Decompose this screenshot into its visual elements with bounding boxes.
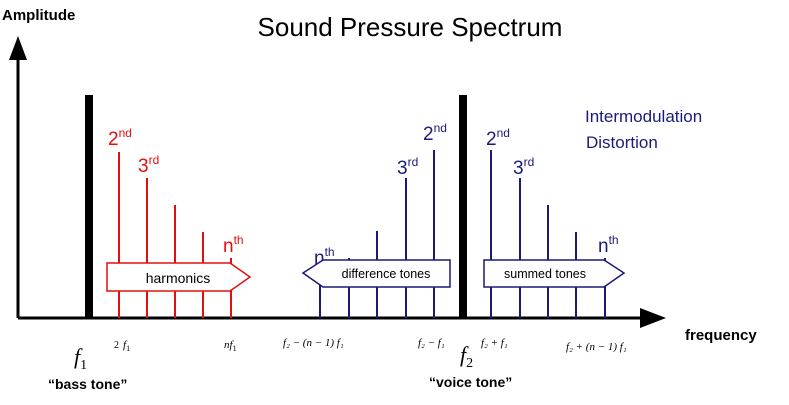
summed-tones-group: 2nd 3rd nth summed tones (483, 126, 626, 318)
difference-order-2: 2nd (423, 121, 447, 145)
difference-tones-group: nth 3rd 2nd difference tones (301, 121, 451, 318)
summed-order-2: 2nd (486, 126, 510, 150)
summed-order-3: 3rd (513, 155, 534, 179)
summed-tones-label: summed tones (504, 267, 586, 281)
f1-caption: “bass tone” (48, 376, 127, 392)
freq-label-2f1: 2 f1 (114, 339, 130, 353)
f2-caption: “voice tone” (429, 374, 512, 390)
harmonic-order-3: 3rd (138, 153, 159, 177)
x-axis-label: frequency (685, 327, 757, 344)
difference-tones-arrow-box (301, 259, 451, 288)
fundamental-f1-bar (85, 95, 93, 319)
intermod-label-line2: Distortion (586, 133, 658, 152)
freq-label-f2-plus-f1: f₂ + f₁ (481, 337, 508, 349)
harmonic-order-n: nth (223, 233, 244, 257)
summed-order-n: nth (598, 233, 619, 257)
harmonics-group: 2nd 3rd nth harmonics (106, 126, 252, 318)
y-axis-label: Amplitude (2, 7, 75, 24)
difference-tones-label: difference tones (342, 267, 431, 281)
freq-label-nf1: nf1 (224, 339, 237, 353)
diagram-title: Sound Pressure Spectrum (258, 12, 563, 42)
harmonics-arrow-box (106, 262, 252, 292)
intermod-label-line1: Intermodulation (585, 107, 702, 126)
freq-label-f2-plus-n1f1: f₂ + (n − 1) f₁ (566, 341, 627, 353)
difference-order-3: 3rd (397, 155, 418, 179)
y-axis-arrowhead (9, 36, 27, 60)
fundamental-f2-bar (459, 95, 467, 319)
f2-label: f2 (460, 342, 473, 371)
x-axis-arrowhead (640, 308, 666, 328)
summed-tones-arrow-box (483, 259, 626, 288)
f1-label: f1 (74, 344, 87, 373)
difference-order-n: nth (314, 245, 335, 269)
freq-label-f2-minus-f1: f₂ − f₁ (418, 337, 445, 349)
harmonic-order-2: 2nd (108, 126, 132, 150)
harmonics-label: harmonics (146, 270, 211, 286)
freq-label-f2-minus-n1f1: f₂ − (n − 1) f₁ (283, 337, 344, 349)
